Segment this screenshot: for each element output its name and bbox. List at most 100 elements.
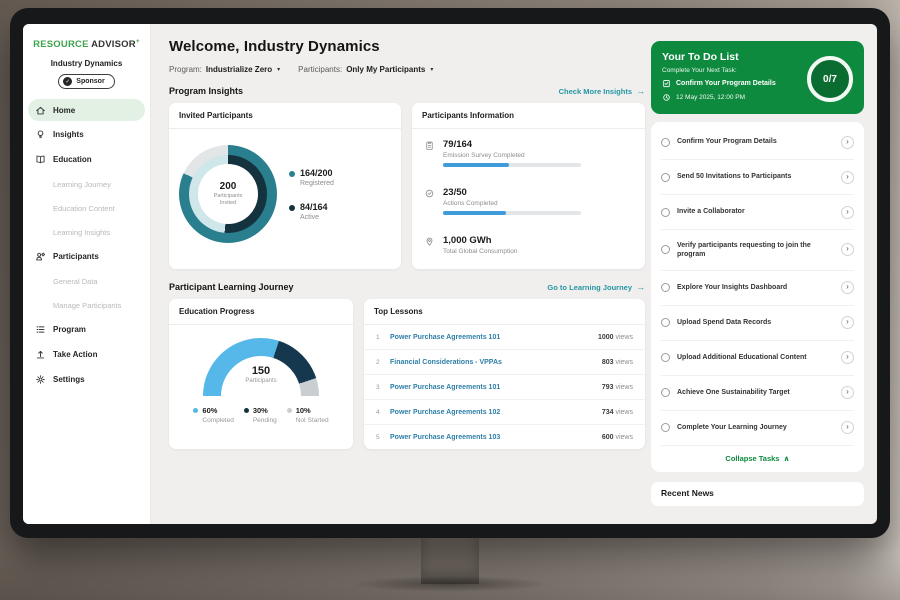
- sidebar-item-label: Program: [53, 325, 86, 335]
- participants-filter[interactable]: Participants: Only My Participants ▾: [298, 65, 433, 74]
- program-filter[interactable]: Program: Industrialize Zero ▾: [169, 65, 280, 74]
- lesson-link[interactable]: Power Purchase Agreements 101: [390, 383, 501, 391]
- chevron-right-icon: ›: [846, 422, 849, 432]
- lesson-views: 793 views: [602, 384, 633, 391]
- todo-summary-card: Your To Do List Complete Your Next Task:…: [651, 41, 864, 114]
- sidebar-nav: Home Insights Education Learning Journey…: [23, 99, 150, 392]
- sidebar-item-learning-journey[interactable]: Learning Journey: [23, 172, 150, 196]
- legend-not-started: 10% Not Started: [286, 406, 329, 424]
- stat-emission-survey: 79/164 Emission Survey Completed: [412, 129, 645, 177]
- sidebar-item-learning-insights[interactable]: Learning Insights: [23, 220, 150, 244]
- task-checkbox[interactable]: [661, 137, 670, 147]
- task-checkbox[interactable]: [661, 172, 670, 182]
- lesson-row: 3 Power Purchase Agreements 101 793 view…: [364, 375, 645, 400]
- section-title-program-insights: Program Insights: [169, 86, 244, 96]
- todo-title: Your To Do List: [662, 51, 739, 63]
- logo-primary: RESOURCE: [33, 39, 89, 51]
- task-open-button[interactable]: ›: [841, 170, 854, 184]
- task-row-explore-insights[interactable]: Explore Your Insights Dashboard ›: [661, 271, 854, 306]
- progress-bar: [443, 163, 581, 167]
- gauge-center-value: 150: [251, 365, 271, 377]
- task-open-button[interactable]: ›: [841, 316, 854, 330]
- sidebar-item-program[interactable]: Program: [23, 317, 150, 342]
- task-open-button[interactable]: ›: [841, 135, 854, 149]
- todo-due: 12 May 2025, 12:00 PM: [662, 93, 853, 102]
- task-open-button[interactable]: ›: [841, 386, 854, 400]
- sidebar-item-label: Insights: [53, 130, 84, 140]
- participants-information-card: Participants Information 79/164 Emission…: [412, 103, 645, 269]
- task-row-upload-spend-data[interactable]: Upload Spend Data Records ›: [661, 306, 854, 341]
- todo-next-task-label: Confirm Your Program Details: [676, 80, 776, 87]
- task-row-upload-educational-content[interactable]: Upload Additional Educational Content ›: [661, 341, 854, 376]
- task-label: Verify participants requesting to join t…: [677, 241, 811, 258]
- task-row-verify-participants[interactable]: Verify participants requesting to join t…: [661, 230, 854, 271]
- sidebar-item-insights[interactable]: Insights: [23, 122, 150, 147]
- task-checkbox[interactable]: [661, 423, 670, 433]
- monitor-stand-shadow: [350, 576, 550, 592]
- lesson-link[interactable]: Power Purchase Agreements 101: [390, 333, 501, 341]
- lesson-row: 2 Financial Considerations - VPPAs 803 v…: [364, 350, 645, 375]
- lesson-row: 4 Power Purchase Agreements 102 734 view…: [364, 400, 645, 425]
- task-row-confirm-program[interactable]: Confirm Your Program Details ›: [661, 125, 854, 160]
- sidebar-item-manage-participants[interactable]: Manage Participants: [23, 293, 150, 317]
- chevron-right-icon: ›: [846, 136, 849, 146]
- task-checkbox[interactable]: [661, 207, 670, 217]
- todo-next-task[interactable]: Confirm Your Program Details: [662, 79, 810, 88]
- todo-progress-value: 0/7: [823, 73, 837, 85]
- sidebar-item-education-content[interactable]: Education Content: [23, 196, 150, 220]
- filter-bar: Program: Industrialize Zero ▾ Participan…: [169, 65, 645, 74]
- sidebar-item-take-action[interactable]: Take Action: [23, 342, 150, 367]
- education-progress-card: Education Progress 150 Participants: [169, 299, 353, 449]
- go-to-learning-journey-link[interactable]: Go to Learning Journey →: [547, 282, 645, 292]
- donut-inner-ring: 200 Participants Invited: [189, 155, 267, 233]
- task-checkbox[interactable]: [661, 353, 670, 363]
- legend-dot-not-started: [286, 408, 292, 413]
- sidebar-item-participants[interactable]: Participants: [23, 244, 150, 269]
- home-icon: [35, 105, 46, 116]
- task-open-button[interactable]: ›: [841, 421, 854, 435]
- sidebar-item-label: Education: [53, 155, 92, 165]
- lesson-link[interactable]: Power Purchase Agreements 103: [390, 433, 501, 441]
- task-checkbox[interactable]: [661, 388, 670, 398]
- task-open-button[interactable]: ›: [841, 281, 854, 295]
- list-icon: [35, 324, 46, 335]
- sidebar-item-settings[interactable]: Settings: [23, 367, 150, 392]
- sidebar-item-general-data[interactable]: General Data: [23, 269, 150, 293]
- people-gear-icon: [35, 251, 46, 262]
- legend-label: Active: [300, 213, 320, 221]
- task-row-invite-collaborator[interactable]: Invite a Collaborator ›: [661, 195, 854, 230]
- chevron-right-icon: ›: [846, 317, 849, 327]
- lesson-link[interactable]: Financial Considerations - VPPAs: [390, 358, 502, 366]
- views-count: 1000: [597, 333, 614, 341]
- chevron-up-icon: ∧: [783, 453, 790, 463]
- program-filter-value: Industrialize Zero: [205, 65, 273, 74]
- sidebar-item-label: General Data: [53, 276, 98, 286]
- task-row-achieve-target[interactable]: Achieve One Sustainability Target ›: [661, 376, 854, 411]
- book-icon: [35, 154, 46, 165]
- logo-plus: +: [135, 38, 140, 45]
- recent-news-card: Recent News: [651, 481, 864, 506]
- sidebar-item-education[interactable]: Education: [23, 147, 150, 172]
- task-checkbox[interactable]: [661, 318, 670, 328]
- legend-value: 10%: [295, 406, 311, 415]
- chevron-right-icon: ›: [846, 352, 849, 362]
- invited-participants-card: Invited Participants 200 Participants In…: [169, 103, 401, 269]
- task-checkbox[interactable]: [661, 245, 670, 255]
- sidebar-item-home[interactable]: Home: [28, 99, 145, 122]
- lesson-link[interactable]: Power Purchase Agreements 102: [390, 408, 501, 416]
- task-row-complete-learning-journey[interactable]: Complete Your Learning Journey ›: [661, 411, 854, 446]
- task-checkbox[interactable]: [661, 283, 670, 293]
- app-logo: RESOURCE ADVISOR+: [23, 38, 150, 50]
- collapse-tasks-link[interactable]: Collapse Tasks ∧: [661, 446, 854, 472]
- legend-label: Not Started: [295, 417, 329, 424]
- views-suffix: views: [615, 358, 633, 366]
- task-row-send-invitations[interactable]: Send 50 Invitations to Participants ›: [661, 160, 854, 195]
- check-more-insights-link[interactable]: Check More Insights →: [559, 86, 645, 96]
- sidebar-item-label: Take Action: [53, 350, 98, 360]
- task-open-button[interactable]: ›: [841, 351, 854, 365]
- task-open-button[interactable]: ›: [841, 205, 854, 219]
- clock-icon: [662, 93, 671, 102]
- task-label: Complete Your Learning Journey: [677, 424, 787, 432]
- task-open-button[interactable]: ›: [841, 243, 854, 257]
- tasks-card: Confirm Your Program Details › Send 50 I…: [651, 122, 864, 472]
